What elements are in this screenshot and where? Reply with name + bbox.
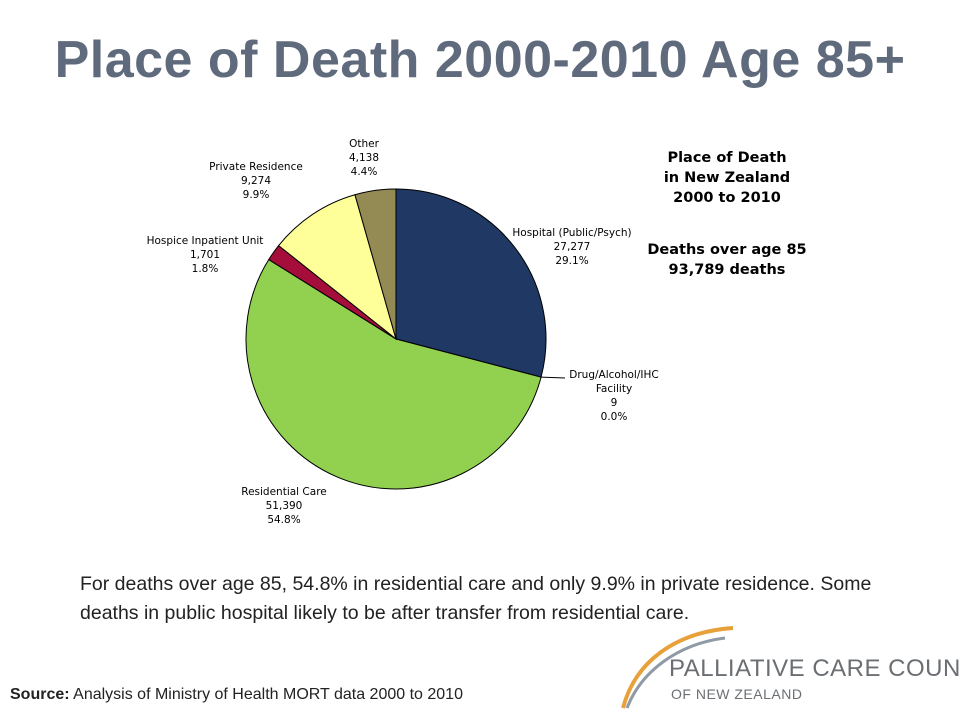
side-heading-line: 2000 to 2010 (673, 190, 781, 206)
chart-side-heading: Place of Death in New Zealand 2000 to 20… (622, 148, 832, 208)
summary-text: For deaths over age 85, 54.8% in residen… (80, 573, 872, 624)
logo-arc-gold (621, 626, 734, 709)
side-sub-line: Deaths over age 85 (647, 242, 807, 258)
side-heading-line: Place of Death (667, 150, 787, 166)
slice-label-line: Hospice Inpatient Unit (147, 235, 264, 247)
slice-label-line: 27,277 (554, 241, 591, 253)
slice-label-line: 1,701 (190, 249, 220, 261)
slice-label-line: Drug/Alcohol/IHC (569, 369, 658, 381)
slice-label-line: 9.9% (243, 189, 270, 201)
chart-side-subheading: Deaths over age 85 93,789 deaths (622, 240, 832, 280)
slice-label-line: 4,138 (349, 152, 379, 164)
slice-label-line: 9,274 (241, 175, 271, 187)
slice-label-line: 29.1% (555, 255, 588, 267)
leader-lines (541, 376, 566, 379)
pie-slice-residential-care (245, 258, 542, 490)
slice-label-line: Private Residence (209, 161, 303, 173)
pie-slices (245, 188, 547, 490)
slice-label-line: Residential Care (241, 486, 327, 498)
slice-label-line: 9 (611, 397, 618, 409)
slice-label-line: 54.8% (267, 514, 300, 526)
slice-label-line: 0.0% (601, 411, 628, 423)
slice-label-line: Other (349, 138, 379, 150)
palliative-care-council-logo: PALLIATIVE CARE COUNCIL OF NEW ZEALAND (615, 622, 960, 712)
slice-labels: Hospital (Public/Psych) 27,277 29.1% Drug/A… (147, 138, 659, 526)
slice-label-line: 51,390 (266, 500, 303, 512)
pie-slice-other (354, 188, 397, 340)
slice-label-line: 1.8% (192, 263, 219, 275)
pie-slice-hospital-public-psych (395, 188, 547, 378)
leader-line (541, 376, 566, 379)
slice-label-line: 4.4% (351, 166, 378, 178)
logo-line1: PALLIATIVE CARE COUNCIL (669, 655, 960, 682)
pie-slice-private-residence (277, 194, 397, 341)
slice-label-line: Hospital (Public/Psych) (512, 227, 631, 239)
source-label: Source: (10, 686, 70, 703)
logo-line2: OF NEW ZEALAND (671, 686, 803, 702)
logo-arc-icon (621, 626, 734, 709)
slice-label-line: Facility (596, 383, 632, 395)
side-sub-line: 93,789 deaths (668, 262, 786, 278)
logo-arc-grey (625, 636, 726, 709)
side-heading-line: in New Zealand (663, 170, 791, 186)
slide-title: Place of Death 2000-2010 Age 85+ (54, 31, 906, 89)
source-note: Source: Analysis of Ministry of Health M… (10, 686, 463, 704)
source-text: Analysis of Ministry of Health MORT data… (69, 686, 463, 703)
